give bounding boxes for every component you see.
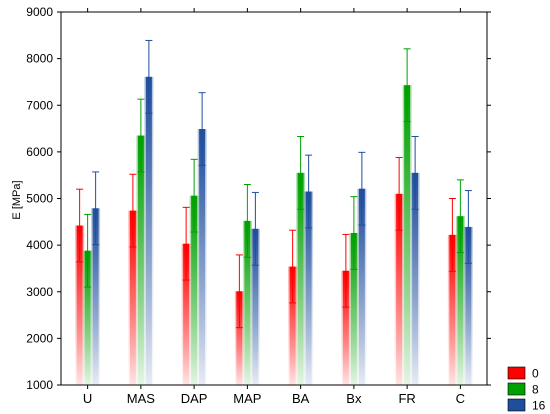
bar (465, 226, 472, 385)
legend-label: 0 (532, 367, 539, 381)
x-tick-label: BA (292, 391, 310, 406)
x-tick-label: DAP (181, 391, 208, 406)
bar (404, 85, 411, 386)
bar (191, 195, 198, 385)
x-tick-label: U (83, 391, 92, 406)
legend-label: 8 (532, 383, 539, 397)
bar (236, 291, 243, 385)
legend-label: 16 (532, 399, 546, 413)
x-tick-label: MAP (233, 391, 261, 406)
y-tick-label: 4000 (26, 238, 53, 252)
bar (76, 225, 83, 385)
y-tick-label: 7000 (26, 98, 53, 112)
x-tick-label: Bx (346, 391, 362, 406)
legend: 0 8 16 (507, 366, 546, 413)
bar (342, 270, 349, 385)
bar (297, 172, 304, 385)
bar (252, 228, 259, 385)
bar (145, 76, 152, 385)
bar (137, 135, 144, 385)
y-tick-label: 6000 (26, 145, 53, 159)
plot-area: 1000 2000 3000 4000 5000 6000 7000 8000 9000 U MAS… (26, 5, 491, 406)
legend-swatch (507, 398, 526, 412)
legend-swatch (507, 366, 526, 380)
bar (358, 188, 365, 385)
bar (412, 172, 419, 385)
bar (289, 266, 296, 385)
bar (129, 210, 136, 385)
bar (396, 193, 403, 385)
bar (350, 233, 357, 385)
bar (305, 191, 312, 385)
bar (244, 220, 251, 385)
legend-swatch (507, 382, 526, 396)
y-axis-title: E [MPa] (11, 180, 23, 219)
bar (183, 243, 190, 385)
y-tick-label: 5000 (26, 192, 53, 206)
y-tick-label: 1000 (26, 378, 53, 392)
y-tick-label: 3000 (26, 285, 53, 299)
bar (92, 208, 99, 385)
bar (449, 234, 456, 385)
bar (199, 129, 206, 385)
x-tick-label: FR (398, 391, 415, 406)
bar (84, 250, 91, 385)
x-tick-label: C (456, 391, 465, 406)
bar (457, 216, 464, 385)
x-tick-label: MAS (127, 391, 156, 406)
y-tick-label: 2000 (26, 331, 53, 345)
y-tick-label: 8000 (26, 52, 53, 66)
y-tick-label: 9000 (26, 5, 53, 19)
